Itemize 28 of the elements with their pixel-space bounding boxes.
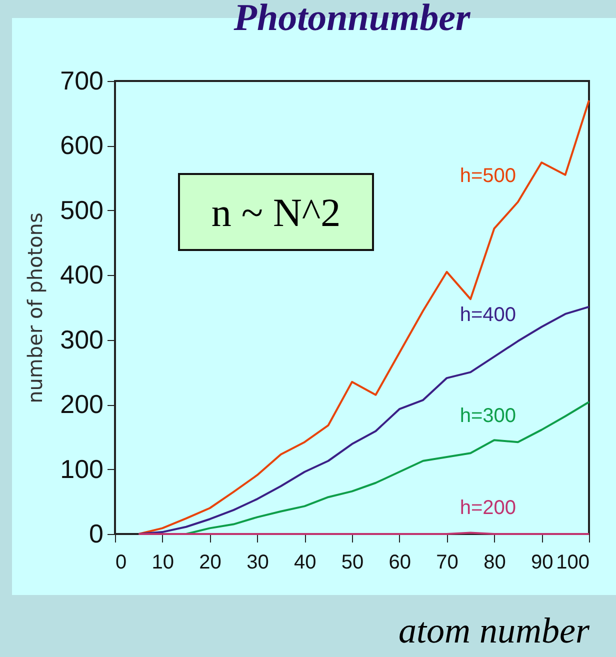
line-series [138, 99, 590, 535]
chart-title: Photonnumber [232, 0, 472, 39]
x-axis-title: atom number [398, 610, 590, 650]
series-label: h=500 [460, 165, 516, 188]
y-tick-label: 200 [60, 389, 104, 420]
x-tick-label: 40 [294, 552, 316, 574]
y-tick-label: 100 [60, 454, 104, 484]
series-label: h=400 [460, 304, 516, 326]
x-tick-label: 60 [388, 552, 412, 574]
y-tick-label: 600 [60, 130, 104, 160]
series-label: h=200 [460, 497, 516, 519]
y-tick-label: 400 [60, 260, 104, 290]
x-tick-label: 90 [530, 552, 554, 574]
x-tick-label: 0 [116, 552, 127, 574]
x-tick-label: 80 [484, 552, 506, 574]
series-label: h=300 [460, 405, 516, 428]
y-axis-title: number of photons [23, 212, 48, 404]
x-tick-label: 10 [152, 552, 174, 574]
y-tick-label: 500 [60, 194, 104, 225]
y-tick-label: 0 [89, 518, 104, 548]
x-tick-label: 100 [556, 552, 590, 574]
annotation: n ~ N^2 [178, 173, 374, 251]
y-tick-label: 300 [60, 324, 104, 354]
x-tick-label: 20 [199, 552, 222, 574]
x-tick-label: 70 [436, 552, 458, 574]
x-tick-label: 30 [246, 552, 269, 574]
y-tick-label: 700 [60, 66, 104, 96]
x-tick-label: 50 [341, 552, 364, 574]
